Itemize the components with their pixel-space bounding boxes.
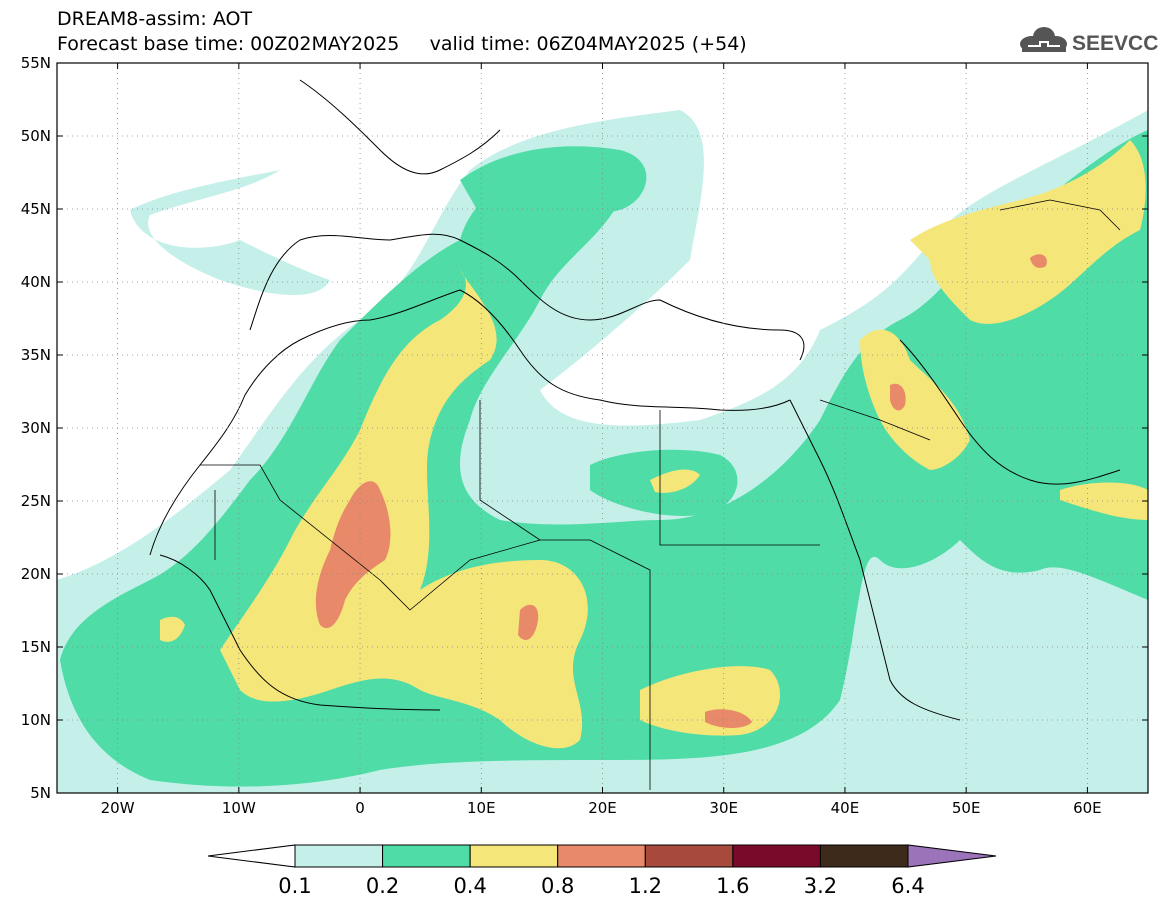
x-tick-label: 10E: [467, 799, 496, 817]
y-tick-label: 30N: [21, 419, 51, 437]
y-axis-ticks: 55N 50N 45N 40N 35N 30N 25N 20N 15N 10N 5N: [21, 54, 1148, 802]
grid-lines: [57, 63, 1148, 793]
base-time: Forecast base time: 00Z02MAY2025: [57, 33, 400, 55]
x-axis-ticks: 20W 10W 0 10E 20E 30E 40E 50E 60E: [101, 63, 1102, 817]
map-title: DREAM8-assim: AOT: [57, 8, 253, 30]
x-tick-label: 30E: [709, 799, 738, 817]
cloud-icon: [1020, 27, 1067, 52]
x-tick-label: 10W: [222, 799, 256, 817]
aot-level-0.4: [160, 140, 1148, 749]
x-tick-label: 40E: [831, 799, 860, 817]
x-tick-label: 50E: [952, 799, 981, 817]
valid-time: valid time: 06Z04MAY2025 (+54): [429, 33, 747, 55]
aot-level-0.8: [315, 254, 1047, 728]
x-tick-label: 60E: [1073, 799, 1102, 817]
y-tick-label: 5N: [30, 784, 51, 802]
y-tick-label: 20N: [21, 565, 51, 583]
country-borders: [200, 199, 1121, 790]
logo-text: SEEVCCC: [1072, 32, 1158, 55]
coastlines: [149, 79, 1121, 721]
y-tick-label: 35N: [21, 346, 51, 364]
y-tick-label: 10N: [21, 711, 51, 729]
x-tick-label: 20E: [588, 799, 617, 817]
y-tick-label: 25N: [21, 492, 51, 510]
y-tick-label: 45N: [21, 200, 51, 218]
y-tick-label: 55N: [21, 54, 51, 72]
y-tick-label: 40N: [21, 273, 51, 291]
x-tick-label: 20W: [101, 799, 135, 817]
y-tick-label: 50N: [21, 127, 51, 145]
time-info: Forecast base time: 00Z02MAY2025 valid t…: [57, 33, 747, 55]
y-tick-label: 15N: [21, 638, 51, 656]
seevccc-logo: SEEVCCC: [1020, 27, 1158, 55]
x-tick-label: 0: [355, 799, 365, 817]
